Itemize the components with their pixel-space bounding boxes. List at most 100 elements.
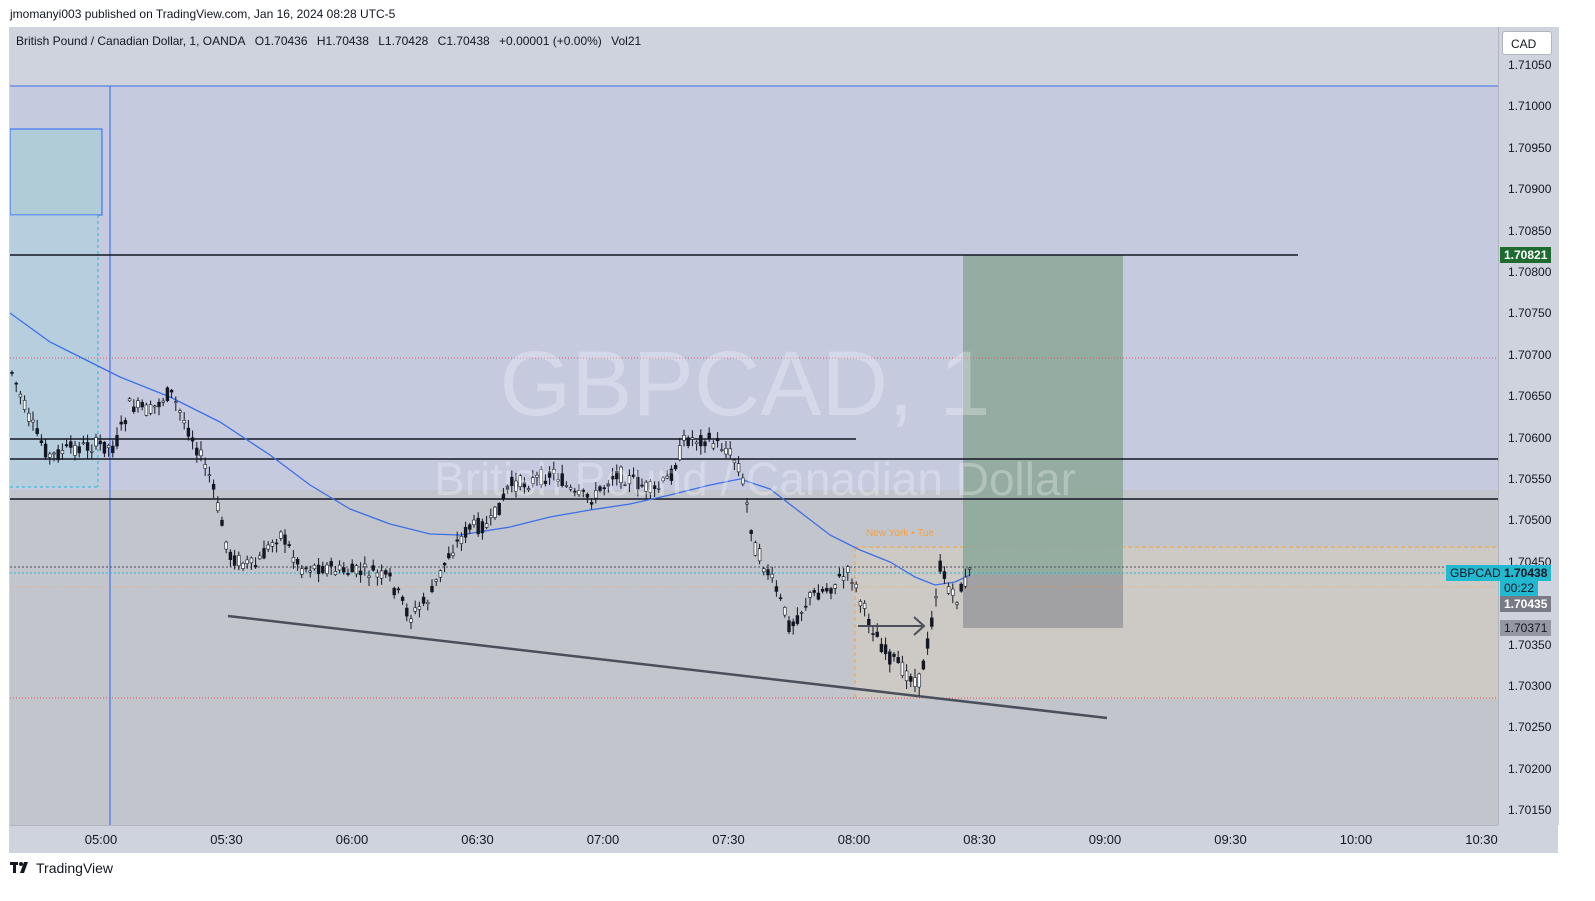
candle-body (770, 573, 774, 579)
candle-body (673, 465, 678, 470)
candle-body (363, 563, 367, 567)
candle-body (262, 548, 266, 559)
time-tick-label: 08:00 (837, 832, 871, 847)
candle-body (787, 620, 791, 633)
candle-body (283, 534, 287, 545)
candle-body (846, 566, 850, 573)
candle-body (270, 542, 275, 547)
candle-body (321, 565, 325, 574)
candle-body (631, 474, 636, 477)
candle-body (640, 484, 644, 487)
candle-body (909, 676, 913, 682)
footer-brand-label: TradingView (36, 860, 114, 876)
session-box[interactable] (855, 547, 1498, 699)
time-tick-label: 09:00 (1088, 832, 1122, 847)
candle-body (18, 393, 23, 398)
candle-body (900, 661, 905, 676)
candle-body (60, 450, 65, 454)
candle-body (535, 474, 539, 478)
time-tick-label: 05:00 (84, 832, 118, 847)
candle-body (463, 526, 468, 538)
candle-body (808, 592, 812, 598)
candle-body (745, 502, 749, 505)
candle-body (127, 398, 132, 402)
candle-body (938, 560, 942, 572)
candle-body (22, 400, 27, 410)
candle-body (930, 617, 934, 627)
candle-body (850, 582, 854, 584)
candle-body (132, 406, 136, 412)
candle-body (837, 573, 842, 577)
candle-body (358, 570, 363, 576)
candle-body (455, 539, 459, 542)
price-tick-label: 1.71050 (1508, 58, 1552, 72)
candle-body (703, 441, 707, 447)
candle-body (346, 573, 350, 575)
candle-body (178, 410, 182, 413)
position-profit-zone[interactable] (963, 255, 1123, 575)
zone-rectangle-lower[interactable] (10, 215, 98, 487)
candle-body (186, 427, 191, 437)
candle-body (90, 450, 94, 453)
candle-body (203, 464, 207, 469)
candle-body (304, 567, 308, 570)
currency-button[interactable]: CAD (1502, 31, 1552, 55)
candle-body (400, 596, 405, 601)
candle-body (421, 596, 426, 604)
candle-body (820, 589, 825, 592)
candle-body (249, 557, 254, 564)
candle-body (892, 653, 896, 657)
candle-body (161, 400, 165, 403)
candle-body (354, 565, 359, 575)
candle-body (585, 493, 590, 498)
footer-brand[interactable]: TradingView (10, 860, 113, 876)
price-tick-label: 1.70200 (1508, 761, 1552, 776)
price-tick-label: 1.70500 (1508, 513, 1552, 528)
candle-body (396, 588, 401, 591)
candle-body (749, 530, 753, 534)
candle-body (556, 479, 560, 482)
stop-price-tag: 1.70371 (1500, 620, 1552, 636)
candle-body (774, 586, 779, 592)
symbol-legend: British Pound / Canadian Dollar, 1, OAND… (16, 34, 647, 48)
time-tick-label: 05:30 (210, 832, 243, 847)
candle-body (14, 382, 18, 385)
candle-body (627, 475, 632, 485)
candle-body (325, 564, 329, 575)
legend-high: H1.70438 (316, 34, 369, 48)
candle-body (913, 677, 917, 687)
time-tick-label: 06:00 (335, 832, 369, 847)
candle-body (829, 588, 833, 594)
price-tick-label: 1.70600 (1508, 430, 1552, 445)
candle-body (98, 440, 102, 445)
zone-rectangle-upper[interactable] (10, 128, 103, 216)
candle-body (514, 480, 518, 492)
candlestick-series (10, 370, 972, 696)
candle-body (644, 481, 648, 492)
legend-low: L1.70428 (378, 34, 429, 48)
candle-body (854, 583, 858, 589)
chart-plot-area[interactable]: GBPCAD, 1 British Pound / Canadian Dolla… (10, 27, 1498, 825)
legend-title[interactable]: British Pound / Canadian Dollar, 1, OAND… (16, 34, 246, 48)
time-tick-label: 10:00 (1339, 832, 1373, 847)
candle-body (165, 387, 170, 401)
price-axis[interactable]: 1.71050 1.71000 1.70950 1.70900 1.70850 1.708… (1498, 27, 1559, 825)
trend-line[interactable] (227, 614, 1108, 720)
candle-body (316, 564, 321, 575)
candle-body (862, 602, 867, 609)
time-tick-label: 07:00 (586, 832, 620, 847)
candle-body (951, 588, 955, 596)
candle-body (119, 421, 123, 425)
legend-change: +0.00001 (+0.00%) (499, 34, 602, 48)
session-label: New York • Tue (866, 528, 934, 539)
candle-body (652, 485, 657, 490)
candle-body (384, 570, 388, 575)
time-axis[interactable]: 05:00 05:30 06:00 06:30 07:00 07:30 08:00 08:30… (10, 825, 1498, 853)
position-loss-zone[interactable] (963, 575, 1123, 628)
candle-body (274, 542, 279, 545)
arrow-head-icon (913, 616, 926, 636)
candle-body (73, 445, 77, 456)
moving-average-line (10, 312, 971, 586)
candle-body (573, 490, 577, 493)
candle-body (816, 592, 821, 600)
